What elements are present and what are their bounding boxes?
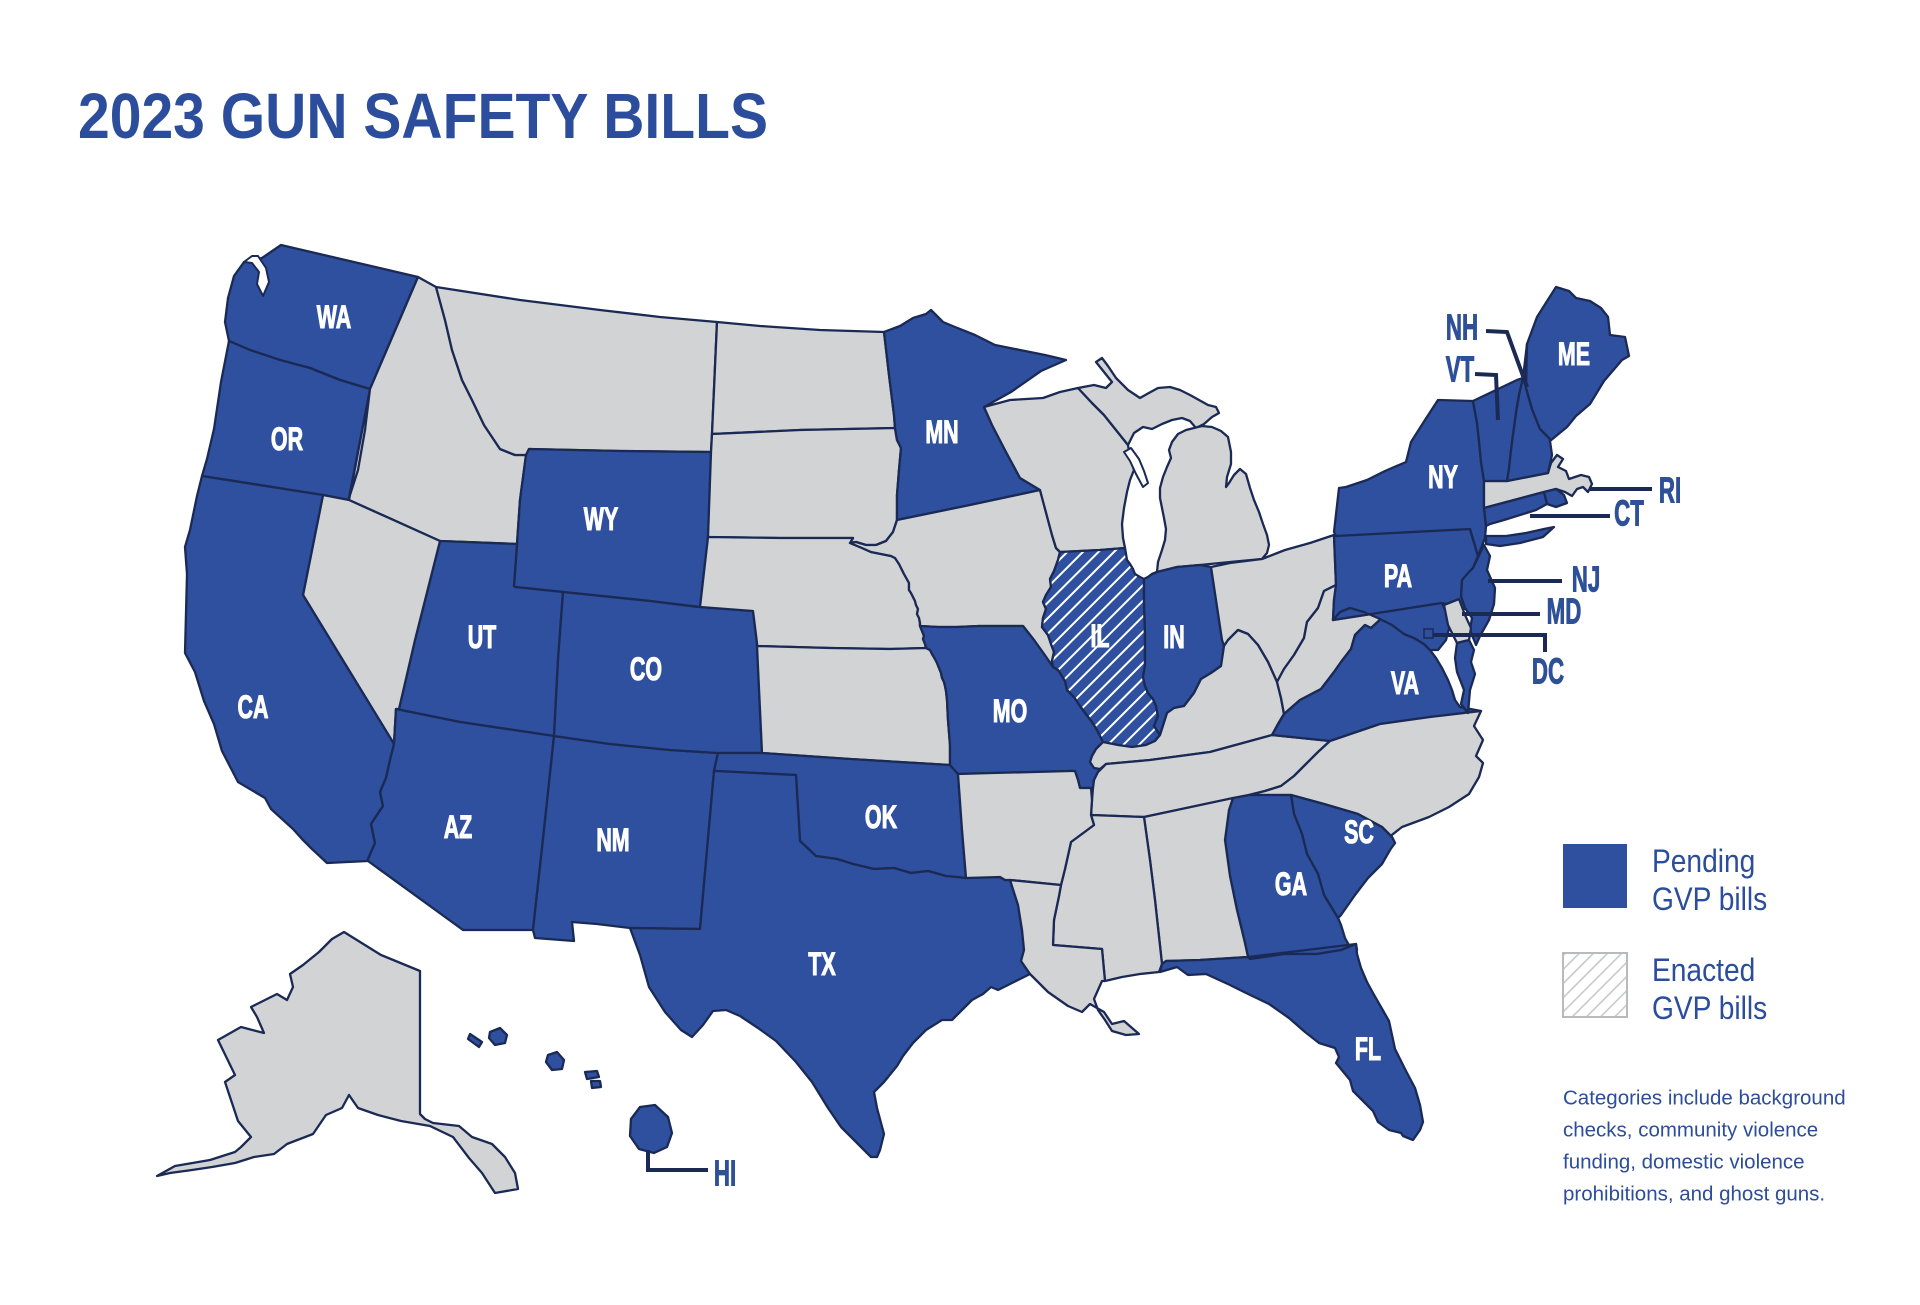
- svg-text:FL: FL: [1355, 1031, 1381, 1067]
- svg-text:GA: GA: [1275, 866, 1307, 902]
- svg-text:GVP bills: GVP bills: [1652, 882, 1767, 917]
- svg-text:IL: IL: [1090, 618, 1109, 654]
- svg-text:Pending: Pending: [1652, 844, 1755, 879]
- svg-text:NH: NH: [1446, 308, 1478, 348]
- svg-text:CO: CO: [630, 651, 662, 687]
- svg-text:UT: UT: [468, 619, 497, 655]
- svg-text:OK: OK: [865, 799, 897, 835]
- svg-text:DC: DC: [1532, 652, 1564, 692]
- svg-text:NM: NM: [596, 822, 629, 858]
- svg-text:NY: NY: [1428, 459, 1458, 495]
- svg-text:Enacted: Enacted: [1652, 953, 1755, 988]
- svg-text:CA: CA: [238, 689, 269, 725]
- svg-text:WA: WA: [317, 299, 352, 335]
- svg-text:AZ: AZ: [444, 809, 473, 845]
- svg-text:MN: MN: [925, 414, 958, 450]
- svg-text:prohibitions, and ghost guns.: prohibitions, and ghost guns.: [1563, 1183, 1825, 1206]
- svg-text:Categories include background: Categories include background: [1563, 1087, 1846, 1110]
- svg-text:VA: VA: [1391, 665, 1419, 701]
- svg-text:SC: SC: [1344, 814, 1374, 850]
- svg-text:RI: RI: [1659, 471, 1681, 511]
- svg-text:TX: TX: [808, 946, 835, 982]
- svg-text:HI: HI: [714, 1154, 736, 1194]
- svg-text:checks, community violence: checks, community violence: [1563, 1119, 1818, 1142]
- svg-text:IN: IN: [1163, 619, 1184, 655]
- svg-text:WY: WY: [584, 501, 619, 537]
- svg-text:funding, domestic violence: funding, domestic violence: [1563, 1151, 1805, 1174]
- svg-text:VT: VT: [1446, 350, 1475, 390]
- svg-text:CT: CT: [1614, 494, 1644, 534]
- svg-text:MD: MD: [1547, 592, 1582, 632]
- svg-text:PA: PA: [1384, 558, 1412, 594]
- svg-text:2023 GUN SAFETY BILLS: 2023 GUN SAFETY BILLS: [78, 80, 768, 152]
- svg-text:MO: MO: [993, 693, 1028, 729]
- svg-text:NJ: NJ: [1572, 560, 1601, 600]
- svg-text:GVP bills: GVP bills: [1652, 991, 1767, 1026]
- svg-text:ME: ME: [1558, 336, 1590, 372]
- svg-text:OR: OR: [271, 421, 303, 457]
